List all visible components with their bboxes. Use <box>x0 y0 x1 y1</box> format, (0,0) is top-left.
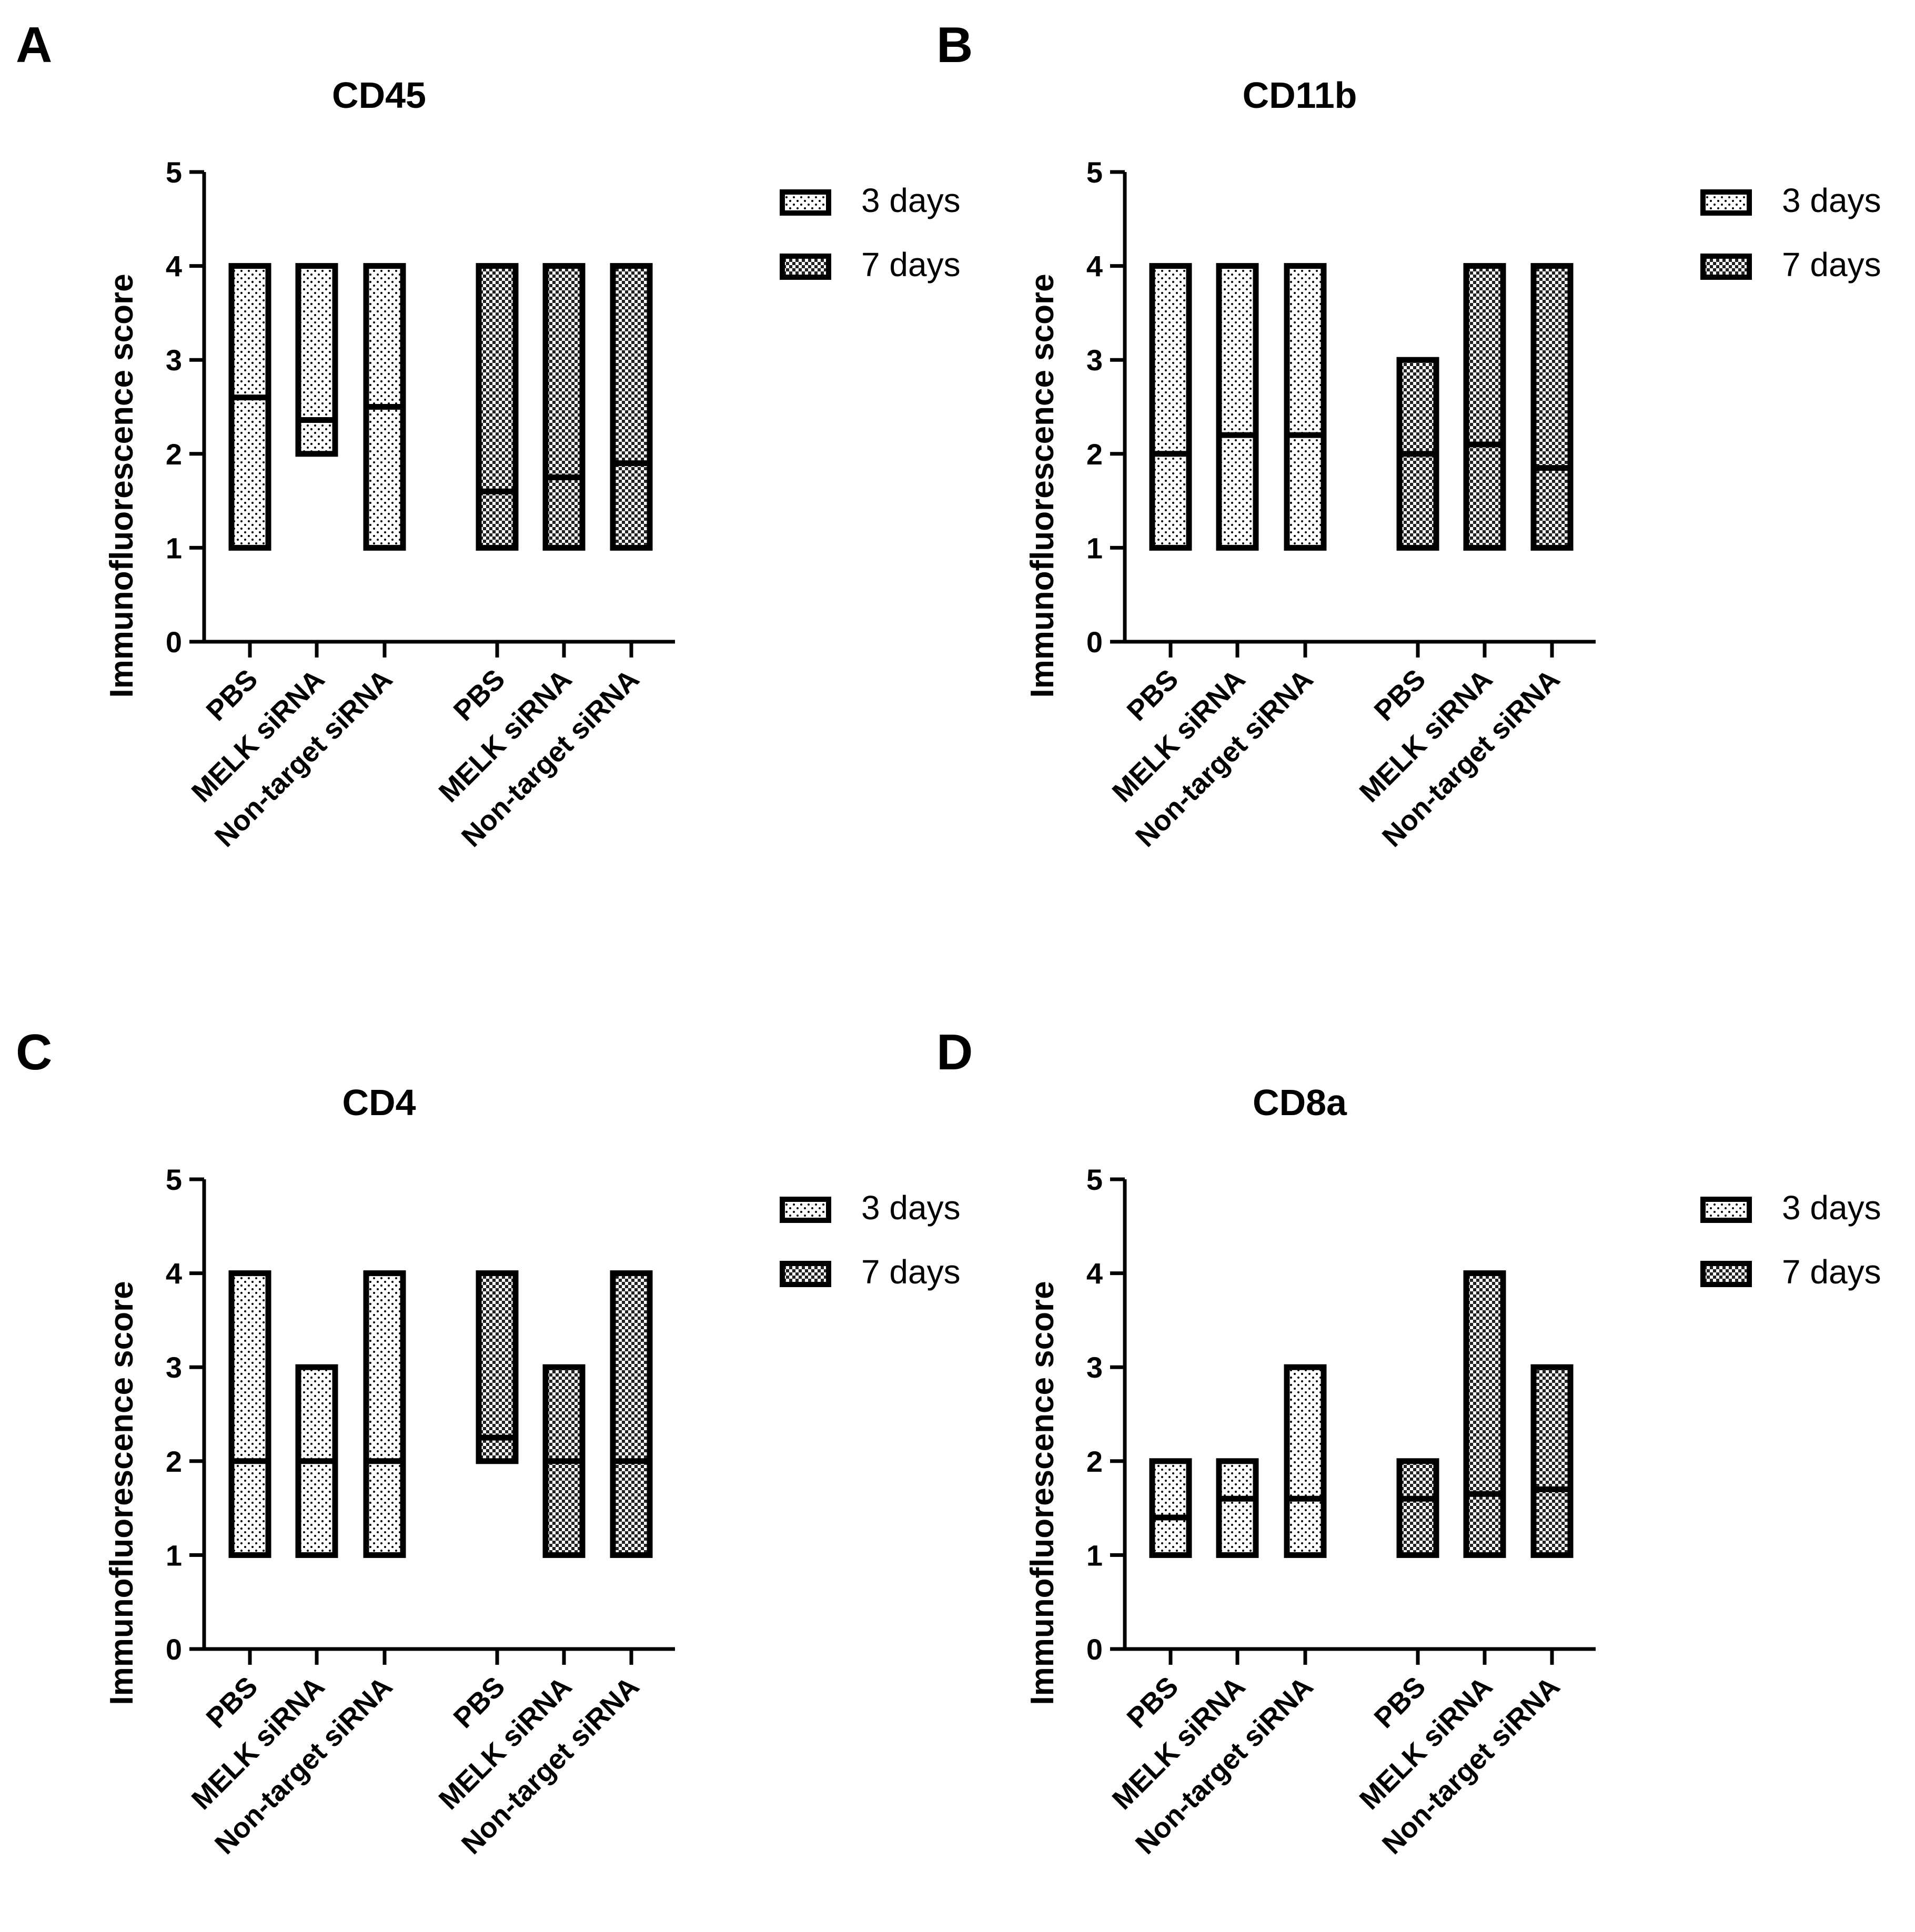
bar <box>1463 263 1506 551</box>
legend-label: 3 days <box>861 181 961 219</box>
bar <box>476 263 519 551</box>
legend-label: 3 days <box>861 1189 961 1227</box>
bar <box>476 1270 519 1464</box>
bar <box>228 1270 271 1558</box>
legend-swatch <box>1700 1261 1752 1287</box>
bar <box>295 263 338 457</box>
bar <box>1216 1458 1259 1558</box>
bar <box>228 263 271 551</box>
bar <box>1284 263 1327 551</box>
y-tick-label: 2 <box>166 1445 182 1478</box>
y-tick-label: 0 <box>166 1633 182 1666</box>
chart-title: CD8a <box>1253 1082 1347 1123</box>
y-tick-label: 3 <box>166 343 182 377</box>
panel-letter: B <box>936 17 973 73</box>
y-tick-label: 1 <box>1086 531 1103 564</box>
legend-label: 3 days <box>1782 181 1881 219</box>
y-axis-label: Immunofluorescence score <box>104 274 140 697</box>
legend-label: 7 days <box>1782 1253 1881 1291</box>
y-axis-label: Immunofluorescence score <box>104 1281 140 1705</box>
y-tick-label: 5 <box>1086 156 1103 189</box>
y-tick-label: 4 <box>1086 250 1103 283</box>
legend-label: 7 days <box>861 1253 961 1291</box>
y-tick-label: 2 <box>166 438 182 471</box>
y-tick-label: 5 <box>166 156 182 189</box>
bar <box>610 1270 653 1558</box>
legend-label: 7 days <box>861 246 961 284</box>
chart-title: CD4 <box>342 1082 416 1123</box>
bar <box>1530 263 1574 551</box>
y-tick-label: 1 <box>166 531 182 564</box>
panel-letter: D <box>936 1024 973 1080</box>
bar <box>1396 1458 1439 1558</box>
bar <box>1284 1364 1327 1558</box>
y-tick-label: 4 <box>166 250 182 283</box>
legend-swatch <box>780 254 831 280</box>
y-tick-label: 2 <box>1086 1445 1103 1478</box>
legend-swatch <box>780 1261 831 1287</box>
legend-swatch <box>1700 189 1752 216</box>
y-tick-label: 3 <box>1086 1351 1103 1384</box>
y-tick-label: 0 <box>166 625 182 659</box>
y-tick-label: 0 <box>1086 625 1103 659</box>
bar <box>1216 263 1259 551</box>
legend-swatch <box>1700 254 1752 280</box>
bar <box>363 1270 406 1558</box>
y-axis-label: Immunofluorescence score <box>1024 274 1061 697</box>
y-tick-label: 5 <box>1086 1163 1103 1196</box>
chart-title: CD11b <box>1243 75 1357 116</box>
bar <box>1530 1364 1574 1558</box>
y-axis-label: Immunofluorescence score <box>1024 1281 1061 1705</box>
legend-swatch <box>1700 1197 1752 1223</box>
chart-title: CD45 <box>332 75 426 116</box>
bar <box>610 263 653 551</box>
y-tick-label: 1 <box>1086 1539 1103 1572</box>
bar <box>1463 1270 1506 1558</box>
y-tick-label: 1 <box>166 1539 182 1572</box>
y-tick-label: 0 <box>1086 1633 1103 1666</box>
bar <box>1149 1458 1192 1558</box>
y-tick-label: 4 <box>166 1257 182 1290</box>
y-tick-label: 5 <box>166 1163 182 1196</box>
y-tick-label: 3 <box>1086 343 1103 377</box>
panel-letter: A <box>16 17 52 73</box>
bar <box>1149 263 1192 551</box>
legend-swatch <box>780 189 831 216</box>
y-tick-label: 4 <box>1086 1257 1103 1290</box>
y-tick-label: 2 <box>1086 438 1103 471</box>
bar <box>542 263 586 551</box>
panel-letter: C <box>16 1024 52 1080</box>
legend-label: 7 days <box>1782 246 1881 284</box>
y-tick-label: 3 <box>166 1351 182 1384</box>
legend-label: 3 days <box>1782 1189 1881 1227</box>
legend-swatch <box>780 1197 831 1223</box>
